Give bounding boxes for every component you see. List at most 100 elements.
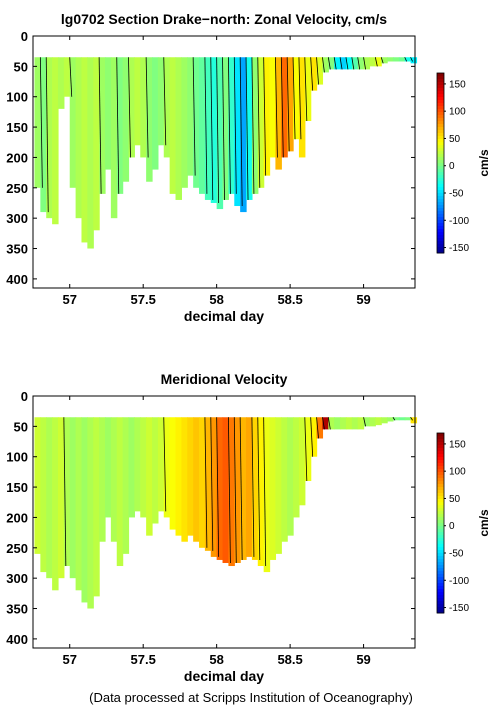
colorbar-segment xyxy=(437,481,444,485)
velocity-profile xyxy=(116,57,124,194)
contour-line xyxy=(239,57,243,207)
colorbar-segment xyxy=(437,145,444,149)
velocity-profile xyxy=(228,417,235,567)
colorbar-segment xyxy=(437,460,444,464)
velocity-profile xyxy=(322,417,329,430)
colorbar-segment xyxy=(437,175,444,179)
velocity-profile xyxy=(216,417,224,560)
contour-line xyxy=(298,57,302,140)
velocity-profile xyxy=(263,57,271,176)
x-tick-label: 57 xyxy=(62,292,76,307)
colorbar-segment xyxy=(437,94,444,98)
colorbar-segment xyxy=(437,493,444,497)
velocity-profile xyxy=(93,417,100,597)
colorbar-segment xyxy=(437,559,444,563)
contour-line xyxy=(322,417,325,430)
colorbar-segment xyxy=(437,508,444,512)
colorbar-segment xyxy=(437,148,444,152)
velocity-profile xyxy=(210,57,218,203)
contour-line xyxy=(327,417,331,430)
velocity-profile xyxy=(146,417,153,536)
colorbar-segment xyxy=(437,91,444,95)
contour-line xyxy=(363,417,366,427)
colorbar-tick-label: 150 xyxy=(449,439,466,450)
contour-line xyxy=(228,417,231,563)
velocity-profile xyxy=(210,417,218,557)
colorbar-segment xyxy=(437,163,444,167)
colorbar-segment xyxy=(437,595,444,599)
velocity-profile xyxy=(298,57,306,158)
velocity-profile xyxy=(246,57,253,200)
colorbar-segment xyxy=(437,469,444,473)
velocity-profile xyxy=(193,417,200,542)
colorbar-segment xyxy=(437,550,444,554)
y-tick-label: 50 xyxy=(14,59,28,74)
y-tick-label: 0 xyxy=(21,389,28,404)
velocity-profile xyxy=(222,57,230,200)
colorbar-segment xyxy=(437,568,444,572)
velocity-profile xyxy=(152,57,159,170)
colorbar-segment xyxy=(437,526,444,530)
contour-line xyxy=(345,57,349,70)
velocity-profile xyxy=(410,417,418,424)
colorbar-segment xyxy=(437,106,444,110)
axes-frame xyxy=(32,395,416,649)
contour-line xyxy=(210,57,214,200)
colorbar-segment xyxy=(437,601,444,605)
velocity-profile xyxy=(404,57,412,62)
colorbar-tick-label: 100 xyxy=(449,467,466,478)
velocity-profile xyxy=(275,57,282,170)
velocity-profile xyxy=(104,417,112,518)
contour-line xyxy=(204,57,208,194)
velocity-profile xyxy=(345,57,353,70)
colorbar-segment xyxy=(437,85,444,89)
velocity-profile xyxy=(410,57,418,64)
colorbar-tick-label: -50 xyxy=(449,549,464,560)
velocity-profile xyxy=(398,57,406,62)
y-tick-label: 300 xyxy=(6,211,28,226)
velocity-profile xyxy=(340,417,347,430)
colorbar-segment xyxy=(437,505,444,509)
x-tick-label: 57.5 xyxy=(131,292,156,307)
velocity-profile xyxy=(387,417,394,422)
colorbar-segment xyxy=(437,202,444,206)
velocity-profile xyxy=(46,417,53,579)
y-tick-label: 200 xyxy=(6,510,28,525)
colorbar-segment xyxy=(437,115,444,119)
velocity-profile xyxy=(257,417,265,567)
colorbar-segment xyxy=(437,556,444,560)
colorbar-segment xyxy=(437,577,444,581)
velocity-profile xyxy=(263,417,271,573)
colorbar-segment xyxy=(437,544,444,548)
contour-line xyxy=(128,57,131,158)
colorbar-segment xyxy=(437,442,444,446)
y-tick-label: 100 xyxy=(6,450,28,465)
colorbar-tick-label: 0 xyxy=(449,521,455,532)
colorbar-segment xyxy=(437,190,444,194)
velocity-profile xyxy=(387,57,394,62)
colorbar-segment xyxy=(437,178,444,182)
colorbar-segment xyxy=(437,586,444,590)
colorbar-segment xyxy=(437,484,444,488)
colorbar-segment xyxy=(437,589,444,593)
velocity-profile xyxy=(246,417,253,557)
contour-line xyxy=(116,57,120,194)
velocity-profile xyxy=(310,417,318,457)
velocity-profile xyxy=(140,417,147,518)
velocity-profile xyxy=(316,417,324,439)
colorbar-segment xyxy=(437,451,444,455)
velocity-profile xyxy=(216,57,224,210)
velocity-profile xyxy=(128,57,135,158)
x-tick-label: 58 xyxy=(209,292,223,307)
colorbar-segment xyxy=(437,499,444,503)
colorbar-tick-label: -100 xyxy=(449,576,469,587)
colorbar-segment xyxy=(437,592,444,596)
contour-line xyxy=(304,417,308,482)
colorbar-segment xyxy=(437,136,444,140)
y-tick-label: 350 xyxy=(6,242,28,257)
velocity-profile xyxy=(81,57,88,243)
contour-line xyxy=(69,57,73,97)
contour-line xyxy=(163,417,167,512)
colorbar-tick-label: 150 xyxy=(449,79,466,90)
contour-line xyxy=(222,57,225,200)
